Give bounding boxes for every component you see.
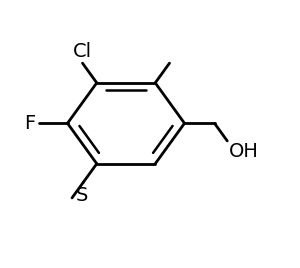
Text: Cl: Cl — [73, 42, 92, 61]
Text: S: S — [76, 186, 88, 205]
Text: OH: OH — [229, 142, 259, 161]
Text: F: F — [24, 114, 35, 133]
